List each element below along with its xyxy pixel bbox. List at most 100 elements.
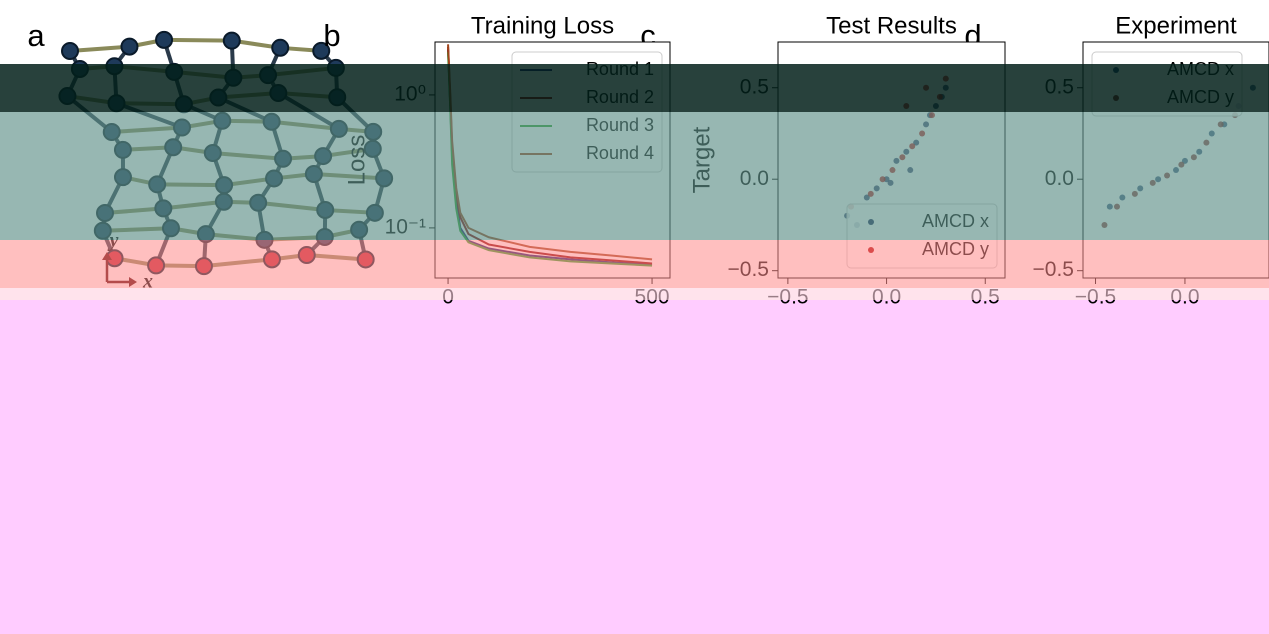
scatter-point [1178,161,1185,168]
lattice-node [93,221,112,240]
legend-label: Round 4 [586,143,654,163]
lattice-node [155,30,174,49]
lattice-node [365,203,384,222]
lattice-node [215,176,234,195]
lattice-node [102,122,121,141]
chart-title: Experiment [1115,12,1237,39]
chart-title: Test Results [826,12,957,39]
lattice-node [58,87,77,106]
x-tick-label: −0.5 [1075,286,1116,309]
lattice-node [350,220,369,239]
scatter-point [1155,176,1162,183]
lattice-node [314,147,333,166]
x-tick-label: 0 [442,286,454,309]
lattice-node [148,175,167,194]
lattice-node [203,144,222,163]
lattice-node [165,62,184,81]
legend-swatch [868,219,874,225]
scatter-point [1196,148,1203,155]
lattice-node [164,138,183,157]
scatter-point [932,103,939,110]
legend-label: AMCD y [1167,87,1234,107]
lattice-node [70,59,89,78]
scatter-point [928,112,935,119]
scatter-point [942,84,949,91]
lattice-node [107,94,126,113]
scatter-point [903,103,910,110]
lattice-node [154,199,173,218]
y-tick-label: 0.0 [1045,167,1074,190]
scatter-point [903,148,910,155]
lattice-bond [116,101,184,107]
legend-swatch [1113,95,1119,101]
lattice-node [297,246,316,265]
x-tick-label: 0.0 [872,286,901,309]
scatter-point [1106,203,1113,210]
lattice-node [209,88,228,107]
y-tick-label: 0.5 [740,75,769,98]
scatter-point [893,157,900,164]
legend-label: Round 3 [586,115,654,135]
scatter-point [1203,139,1210,146]
scatter-point [919,130,926,137]
lattice-node [113,168,132,187]
legend-swatch [1113,67,1119,73]
lattice-node [262,250,281,269]
legend-label: Round 2 [586,87,654,107]
scatter-point [1113,203,1120,210]
scatter-point [1101,221,1108,228]
legend-label: AMCD x [922,211,989,231]
scatter-point [879,176,886,183]
y-tick-label: 0.0 [740,167,769,190]
lattice-node [214,192,233,211]
lattice-node [61,42,79,60]
y-tick-label: 10⁻¹ [385,215,426,238]
scatter-point [923,121,930,128]
lattice-node [304,165,323,184]
lattice-node [255,230,274,249]
scatter-point [889,167,896,174]
scatter-point [936,93,943,100]
scatter-point [1249,84,1256,91]
scatter-point [1164,172,1171,179]
lattice-bond [69,44,130,53]
axis-label: y [108,230,119,252]
lattice-bond [157,182,225,188]
scatter-point [867,190,874,197]
lattice-node [172,118,191,137]
lattice-node [194,257,213,276]
lattice-node [213,111,232,130]
lattice-node [222,31,241,50]
lattice-node [269,84,288,103]
scatter-point [1131,190,1138,197]
scatter-point [1173,167,1179,174]
lattice-node [161,219,180,238]
lattice-node [356,250,375,269]
lattice-node [265,169,284,188]
lattice-node [329,119,348,138]
y-axis-label: Loss [343,135,370,186]
chart-title: Training Loss [471,12,614,39]
scatter-point [873,185,880,192]
lattice-node [326,58,345,77]
lattice-node [174,95,193,114]
lattice-node [259,66,278,85]
y-tick-label: 0.5 [1045,75,1074,98]
scatter-point [942,75,949,82]
axis-label: x [142,271,153,293]
lattice-node [196,225,215,244]
lattice-node [315,227,334,246]
lattice-bond [264,234,325,242]
lattice-node [274,149,293,168]
scatter-point [1208,130,1215,137]
legend-label: AMCD x [1167,59,1234,79]
scatter-point [923,84,930,91]
scatter-point [907,167,914,174]
lattice-node [312,41,331,60]
y-axis-label: Target [688,126,715,193]
legend-label: Round 1 [586,59,654,79]
scatter-point [1149,179,1156,186]
y-tick-label: 10⁰ [394,82,426,105]
panel-label: a [27,18,45,53]
